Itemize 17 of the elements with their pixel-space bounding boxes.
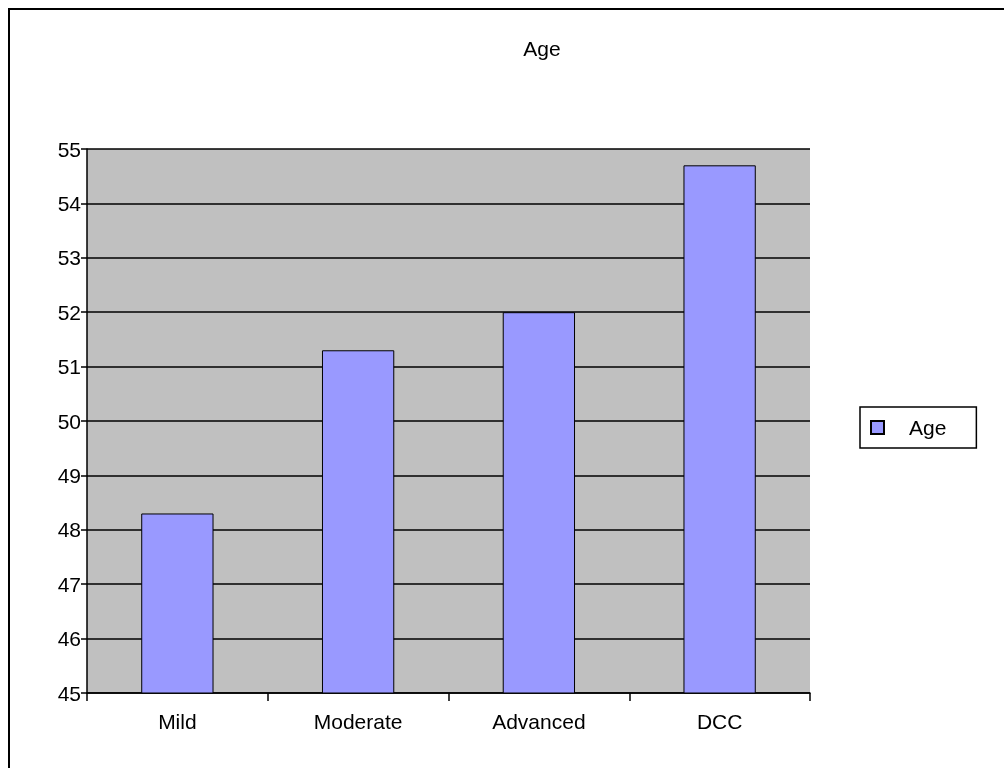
y-tick-label: 45: [57, 681, 81, 705]
x-tick-label: Advanced: [492, 710, 586, 733]
y-tick-label: 48: [57, 518, 81, 542]
chart-title: Age: [523, 37, 561, 60]
legend-label: Age: [909, 416, 947, 439]
y-tick-label: 52: [57, 300, 81, 324]
x-tick-label: DCC: [696, 710, 743, 733]
y-tick-label: 47: [57, 572, 81, 596]
x-tick-label: Mild: [158, 710, 197, 733]
y-tick-label: 55: [57, 137, 81, 161]
y-tick-label: 54: [57, 191, 82, 215]
y-tick-label: 51: [57, 355, 81, 379]
y-tick-label: 50: [57, 409, 81, 433]
y-tick-label: 49: [57, 463, 81, 487]
x-tick-label: Moderate: [313, 710, 403, 733]
y-tick-label: 46: [57, 627, 81, 651]
y-tick-label: 53: [57, 246, 81, 270]
